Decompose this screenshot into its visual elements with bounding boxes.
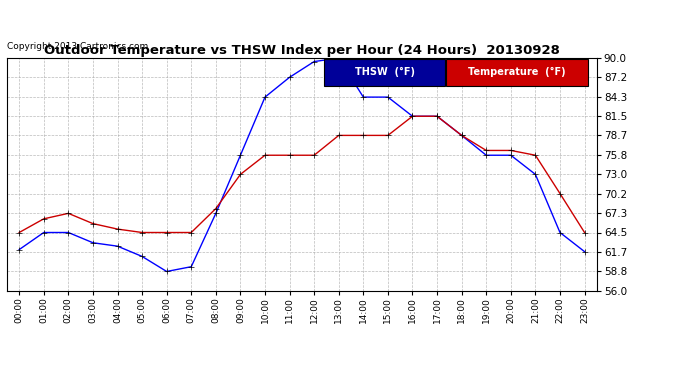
Title: Outdoor Temperature vs THSW Index per Hour (24 Hours)  20130928: Outdoor Temperature vs THSW Index per Ho…	[44, 44, 560, 57]
Text: Temperature  (°F): Temperature (°F)	[469, 67, 566, 77]
Text: Copyright 2013 Cartronics.com: Copyright 2013 Cartronics.com	[7, 42, 148, 51]
Text: THSW  (°F): THSW (°F)	[355, 67, 415, 77]
